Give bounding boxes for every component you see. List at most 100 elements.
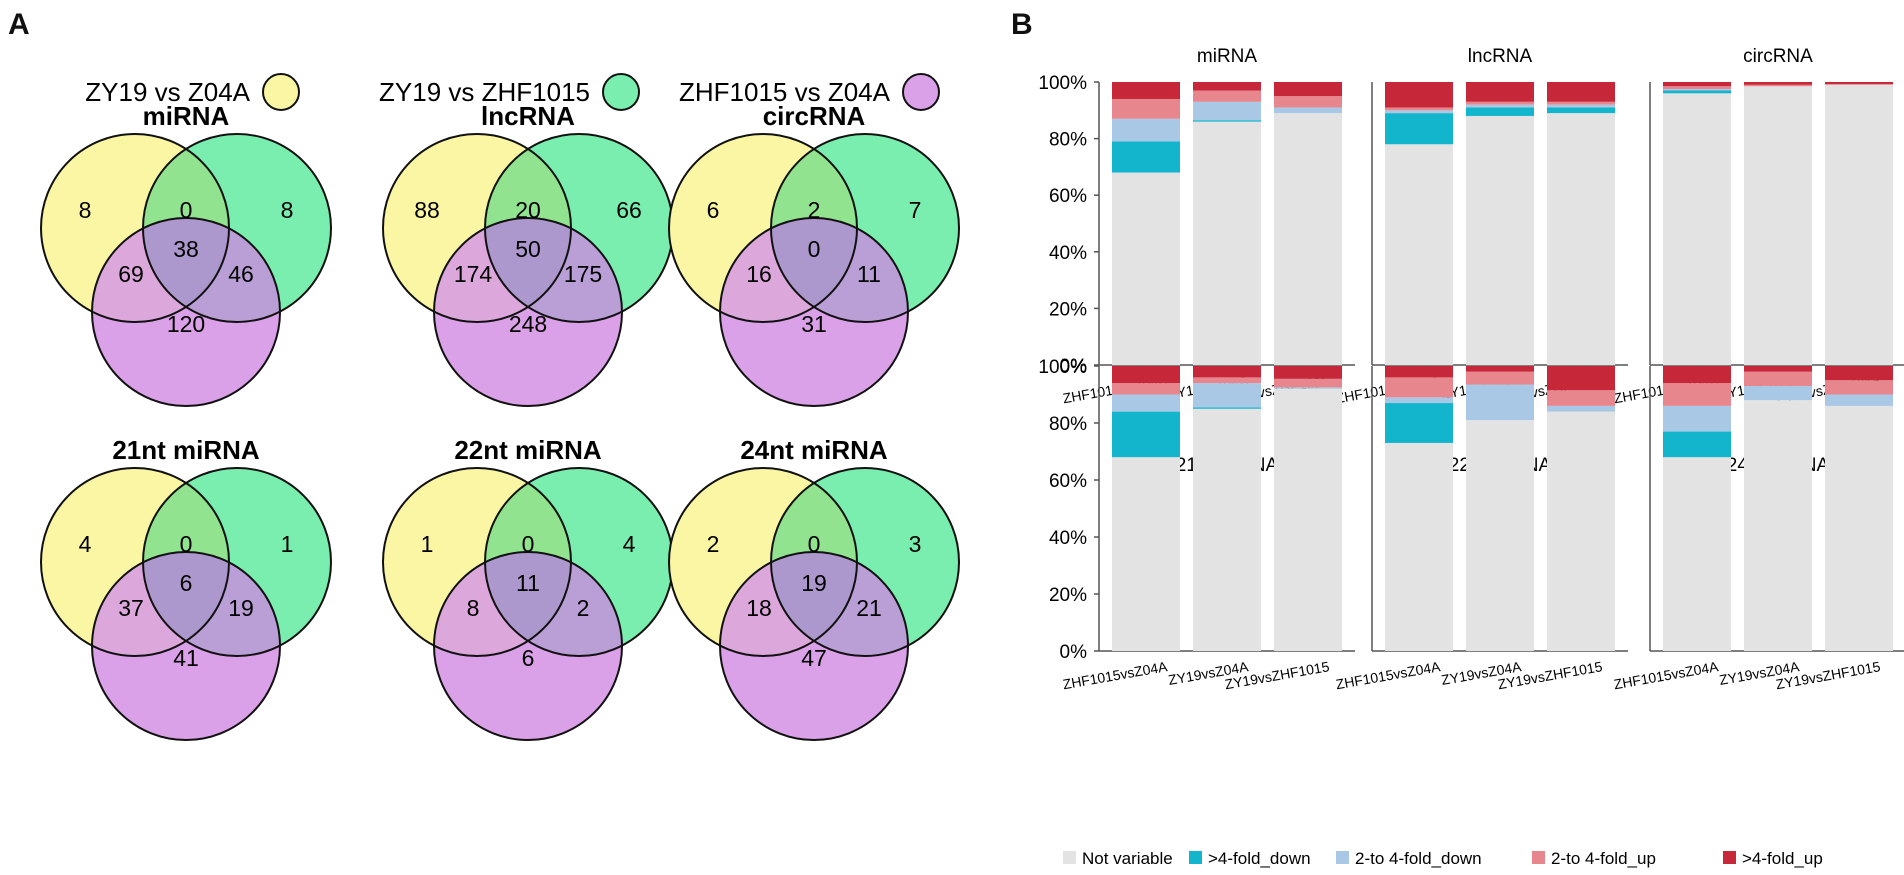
bar-segment bbox=[1825, 82, 1893, 84]
bar-segment bbox=[1112, 118, 1180, 142]
bar-segment bbox=[1825, 405, 1893, 651]
bar-segment bbox=[1547, 390, 1615, 406]
x-tick-label: ZHF1015vsZ04A bbox=[1613, 658, 1721, 692]
venn-count-a-only: 8 bbox=[79, 197, 92, 223]
venn-count-c-only: 120 bbox=[167, 311, 205, 337]
bar-segment bbox=[1274, 113, 1342, 365]
venn-outline bbox=[433, 551, 623, 741]
venn-count-bc: 11 bbox=[857, 261, 881, 287]
bar-segment bbox=[1663, 383, 1731, 406]
bar-segment bbox=[1825, 366, 1893, 381]
bar-segment bbox=[1385, 110, 1453, 114]
y-tick-label: 80% bbox=[1049, 414, 1087, 435]
y-tick-label: 100% bbox=[1038, 357, 1087, 378]
bar-segment bbox=[1112, 366, 1180, 384]
venn-count-c-only: 31 bbox=[801, 311, 827, 337]
bar-segment bbox=[1663, 82, 1731, 87]
venn-outline bbox=[433, 217, 623, 407]
venn-count-b-only: 7 bbox=[909, 197, 922, 223]
panel-a-label: A bbox=[8, 8, 30, 41]
bar-segment bbox=[1663, 366, 1731, 384]
venn-count-bc: 21 bbox=[856, 595, 882, 621]
bar-segment bbox=[1274, 366, 1342, 379]
bar-segment bbox=[1274, 82, 1342, 97]
bar-segment bbox=[1193, 82, 1261, 91]
legend-label: >4-fold_up bbox=[1742, 849, 1823, 868]
y-tick-label: 20% bbox=[1049, 299, 1087, 320]
bar-segment bbox=[1744, 371, 1812, 386]
bar-segment bbox=[1385, 107, 1453, 111]
panel-b-label: B bbox=[1011, 8, 1033, 41]
bar-segment bbox=[1744, 400, 1812, 651]
venn-count-abc: 38 bbox=[173, 236, 199, 262]
y-tick-label: 0% bbox=[1060, 642, 1088, 663]
venn-diagram: lncRNA 88 20 66 50 174 175 248 bbox=[382, 101, 674, 407]
venn-title: miRNA bbox=[143, 101, 230, 131]
bar-segment bbox=[1466, 371, 1534, 385]
venn-count-ab: 20 bbox=[515, 197, 541, 223]
venn-count-ac: 37 bbox=[118, 595, 144, 621]
venn-count-abc: 0 bbox=[808, 236, 821, 262]
y-tick-label: 40% bbox=[1049, 528, 1087, 549]
venn-diagram: 22nt miRNA 1 0 4 11 8 2 6 bbox=[382, 435, 674, 741]
venn-outline bbox=[91, 551, 281, 741]
y-tick-label: 40% bbox=[1049, 243, 1087, 264]
x-tick-label: ZHF1015vsZ04A bbox=[1335, 658, 1443, 692]
venn-count-abc: 11 bbox=[516, 570, 540, 596]
venn-legend-marker bbox=[602, 73, 640, 111]
venn-count-a-only: 1 bbox=[421, 531, 434, 557]
legend-swatch bbox=[1532, 851, 1545, 864]
bar-segment bbox=[1744, 366, 1812, 372]
venn-diagram: miRNA 8 0 8 38 69 46 120 bbox=[40, 101, 332, 407]
stacked-bar-chart: 21nt miRNA0%20%40%60%80%100%ZHF1015vsZ04… bbox=[1038, 357, 1355, 692]
venn-legend-label: ZY19 vs ZHF1015 bbox=[379, 77, 590, 107]
bar-segment bbox=[1547, 366, 1615, 391]
legend-label: 2-to 4-fold_down bbox=[1355, 849, 1482, 868]
bar-segment bbox=[1547, 82, 1615, 102]
venn-count-ab: 0 bbox=[180, 197, 193, 223]
bar-segment bbox=[1274, 388, 1342, 651]
legend-label: 2-to 4-fold_up bbox=[1551, 849, 1656, 868]
bar-segment bbox=[1385, 377, 1453, 398]
venn-count-b-only: 66 bbox=[616, 197, 642, 223]
venn-count-b-only: 3 bbox=[909, 531, 922, 557]
venn-count-a-only: 6 bbox=[707, 197, 720, 223]
bar-segment bbox=[1466, 420, 1534, 651]
venn-count-c-only: 6 bbox=[522, 645, 535, 671]
bar-segment bbox=[1744, 385, 1812, 401]
chart-title: circRNA bbox=[1743, 46, 1813, 67]
bar-segment bbox=[1193, 377, 1261, 384]
venn-diagram: 24nt miRNA 2 0 3 19 18 21 47 bbox=[668, 435, 960, 741]
venn-count-abc: 19 bbox=[801, 570, 827, 596]
venn-legend-marker bbox=[902, 73, 940, 111]
bar-segment bbox=[1112, 411, 1180, 458]
y-tick-label: 20% bbox=[1049, 585, 1087, 606]
venn-outline bbox=[91, 217, 281, 407]
venn-count-bc: 2 bbox=[577, 595, 590, 621]
y-tick-label: 60% bbox=[1049, 471, 1087, 492]
bar-segment bbox=[1663, 89, 1731, 91]
venn-outline bbox=[719, 217, 909, 407]
bar-segment bbox=[1112, 98, 1180, 119]
bar-segment bbox=[1466, 366, 1534, 372]
bar-segment bbox=[1193, 407, 1261, 409]
bar-segment bbox=[1385, 144, 1453, 365]
bar-segment bbox=[1466, 107, 1534, 116]
venn-count-b-only: 4 bbox=[623, 531, 636, 557]
legend-swatch bbox=[1336, 851, 1349, 864]
bar-segment bbox=[1547, 104, 1615, 108]
bar-segment bbox=[1193, 366, 1261, 378]
venn-count-abc: 6 bbox=[180, 570, 193, 596]
y-tick-label: 80% bbox=[1049, 130, 1087, 151]
bar-segment bbox=[1825, 84, 1893, 365]
bar-segment bbox=[1547, 107, 1615, 114]
venn-count-abc: 50 bbox=[515, 236, 541, 262]
legend-label: Not variable bbox=[1082, 849, 1173, 868]
bar-segment bbox=[1825, 394, 1893, 406]
y-tick-label: 0% bbox=[1060, 356, 1088, 377]
bar-segment bbox=[1385, 366, 1453, 378]
venn-count-a-only: 4 bbox=[79, 531, 92, 557]
bar-segment bbox=[1466, 115, 1534, 366]
y-tick-label: 60% bbox=[1049, 186, 1087, 207]
venn-count-ab: 0 bbox=[180, 531, 193, 557]
